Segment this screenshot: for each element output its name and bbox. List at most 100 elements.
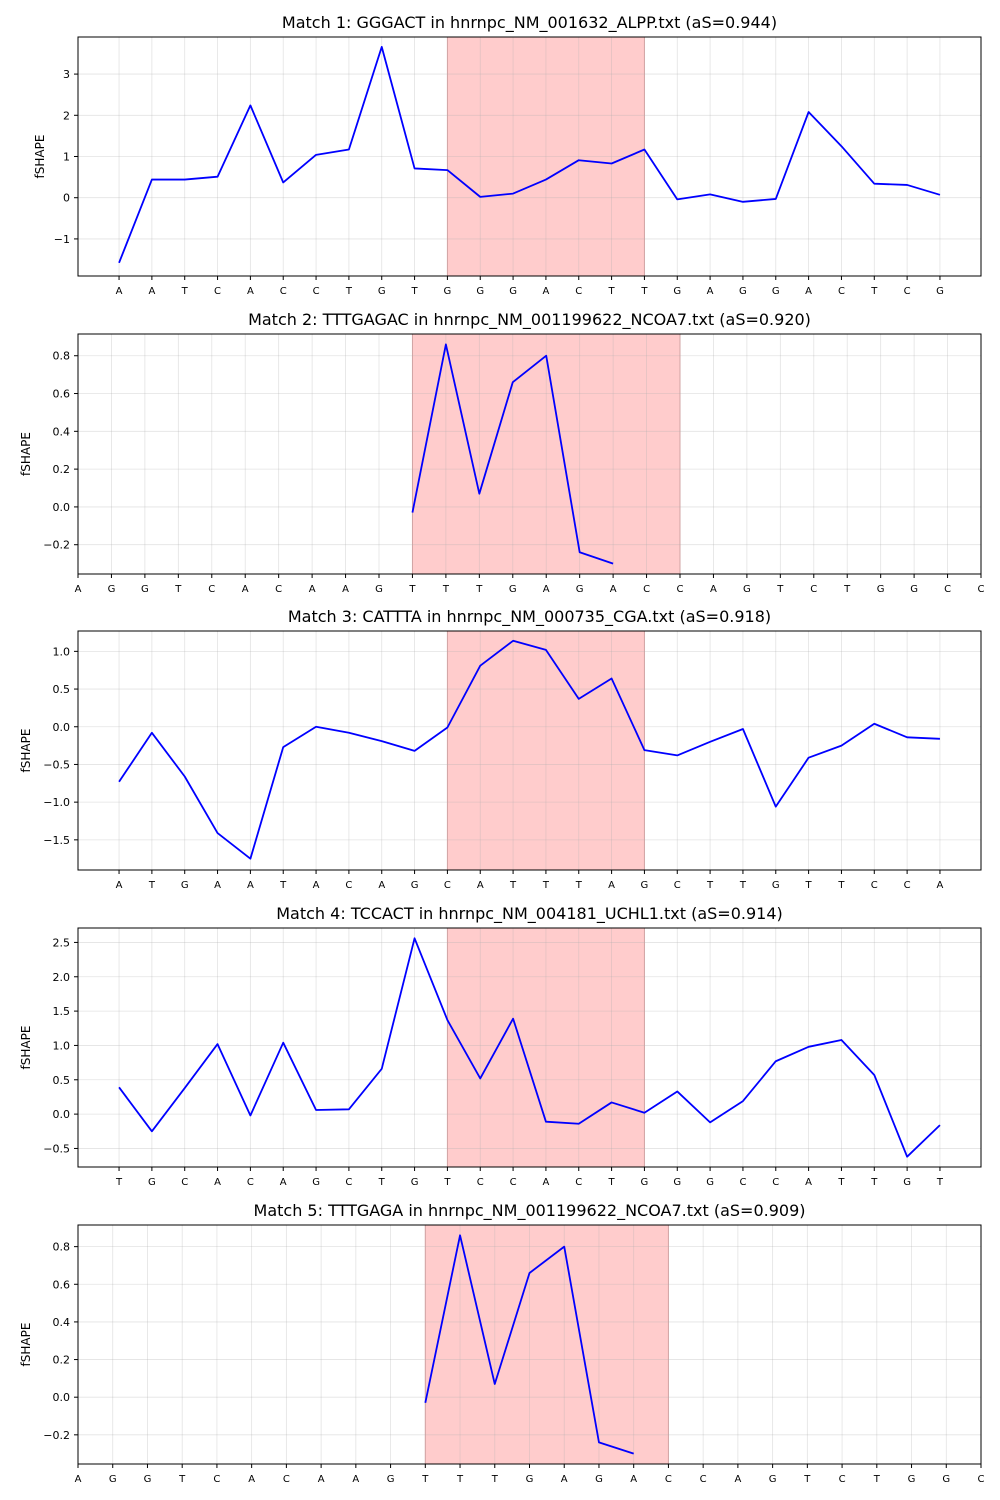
chart-3: −1.5 −1.0 −0.5 0.0 0.5 1.0 A T G A A T A C A G C A T T T A G C T…	[19, 607, 982, 891]
x-tick-label: G	[509, 286, 517, 297]
x-tick-label: A	[610, 584, 617, 595]
x-tick-label: C	[810, 584, 817, 595]
x-tick-label: G	[641, 1177, 649, 1188]
x-tick-label: A	[75, 1474, 82, 1485]
x-tick-label: G	[908, 1474, 916, 1485]
x-tick-label: T	[475, 584, 483, 595]
y-tick-label: 1	[63, 151, 70, 164]
x-tick-label: A	[543, 584, 550, 595]
y-axis-label: fSHAPE	[19, 432, 33, 476]
x-tick-label: G	[108, 584, 116, 595]
x-tick-label: T	[542, 880, 550, 891]
x-tick-label: G	[706, 1177, 714, 1188]
x-tick-label: A	[242, 584, 249, 595]
x-tick-label: A	[247, 880, 254, 891]
x-tick-label: C	[944, 584, 951, 595]
y-tick-label: 0.4	[53, 1316, 71, 1329]
x-tick-label: T	[442, 584, 450, 595]
x-tick-label: T	[936, 1177, 944, 1188]
x-tick-label: C	[213, 1474, 220, 1485]
x-tick-label: G	[181, 880, 189, 891]
series-line	[118, 639, 940, 860]
x-tick-label: G	[942, 1474, 950, 1485]
y-tick-label: 0.6	[53, 388, 71, 401]
x-tick-label: C	[345, 880, 352, 891]
x-tick-label: C	[214, 286, 221, 297]
y-tick-label: 0.0	[53, 1108, 71, 1121]
x-tick-label: T	[408, 584, 416, 595]
x-tick-label: C	[904, 880, 911, 891]
y-tick-label: 0.0	[53, 721, 71, 734]
y-tick-label: 0.2	[53, 1354, 71, 1367]
y-tick-label: 1.0	[53, 645, 71, 658]
x-tick-label: G	[509, 584, 517, 595]
x-tick-label: A	[805, 1177, 812, 1188]
chart-2: −0.2 0.0 0.2 0.4 0.6 0.8 A G G T C A C A A G T T T G A G A C C A G…	[19, 310, 985, 595]
motif-highlight	[411, 333, 681, 575]
x-tick-label: C	[477, 1177, 484, 1188]
x-tick-label: T	[115, 1177, 123, 1188]
chart-5: −0.2 0.0 0.2 0.4 0.6 0.8 A G G T C A C A A G T T T G A G A C C A G…	[19, 1201, 985, 1485]
x-tick-label: T	[421, 1474, 429, 1485]
x-tick-label: T	[181, 286, 189, 297]
x-tick-label: G	[772, 286, 780, 297]
x-tick-label: A	[707, 286, 714, 297]
x-tick-label: T	[279, 880, 287, 891]
x-tick-label: C	[700, 1474, 707, 1485]
x-tick-label: C	[275, 584, 282, 595]
x-tick-label: A	[561, 1474, 568, 1485]
x-tick-label: A	[937, 880, 944, 891]
y-tick-label: 2.5	[53, 936, 71, 949]
x-tick-label: G	[769, 1474, 777, 1485]
x-tick-label: A	[248, 1474, 255, 1485]
x-tick-label: T	[873, 1474, 881, 1485]
x-tick-label: G	[743, 584, 751, 595]
series-line	[424, 1234, 634, 1455]
x-tick-label: A	[630, 1474, 637, 1485]
axes-frame	[77, 630, 982, 871]
x-tick-label: T	[575, 880, 583, 891]
x-tick-label: G	[877, 584, 885, 595]
motif-highlight	[446, 927, 645, 1168]
x-tick-label: G	[141, 584, 149, 595]
x-tick-label: C	[444, 880, 451, 891]
y-tick-label: −0.2	[43, 1429, 70, 1442]
x-tick-label: G	[903, 1177, 911, 1188]
y-tick-label: 2	[63, 109, 70, 122]
chart-title: Match 2: TTTGAGAC in hnrnpc_NM_001199622…	[248, 310, 811, 330]
x-tick-label: C	[510, 1177, 517, 1188]
chart-4: −0.5 0.0 0.5 1.0 1.5 2.0 2.5 T G C A C A G C T G T C C A C T G G…	[19, 904, 982, 1188]
series-line	[118, 45, 941, 264]
x-tick-label: C	[280, 286, 287, 297]
axes-frame	[77, 927, 982, 1168]
y-axis-label: fSHAPE	[19, 729, 33, 773]
x-tick-label: T	[803, 1474, 811, 1485]
x-tick-label: G	[936, 286, 944, 297]
x-tick-label: C	[345, 1177, 352, 1188]
x-tick-label: G	[144, 1474, 152, 1485]
x-tick-label: T	[837, 880, 845, 891]
x-tick-label: A	[542, 1177, 549, 1188]
x-tick-label: T	[843, 584, 851, 595]
y-tick-label: 0	[63, 192, 70, 205]
x-tick-label: G	[411, 880, 419, 891]
motif-highlight	[446, 630, 645, 871]
x-tick-label: A	[318, 1474, 325, 1485]
chart-title: Match 4: TCCACT in hnrnpc_NM_004181_UCHL…	[276, 904, 782, 924]
x-tick-label: C	[677, 584, 684, 595]
x-tick-label: A	[313, 880, 320, 891]
x-tick-label: G	[673, 1177, 681, 1188]
y-tick-label: 3	[63, 68, 70, 81]
chart-1: −1 0 1 2 3 A A T C A C C T G T G G G A C T T G A G G A C T C G Match 1:…	[33, 13, 982, 297]
x-tick-label: T	[608, 1177, 616, 1188]
x-tick-label: C	[643, 584, 650, 595]
motif-highlight	[446, 36, 645, 277]
x-tick-label: C	[838, 286, 845, 297]
x-tick-label: G	[444, 286, 452, 297]
x-tick-label: T	[378, 1177, 386, 1188]
series-line	[411, 343, 614, 565]
x-tick-label: T	[491, 1474, 499, 1485]
x-tick-label: C	[575, 1177, 582, 1188]
x-tick-label: A	[342, 584, 349, 595]
